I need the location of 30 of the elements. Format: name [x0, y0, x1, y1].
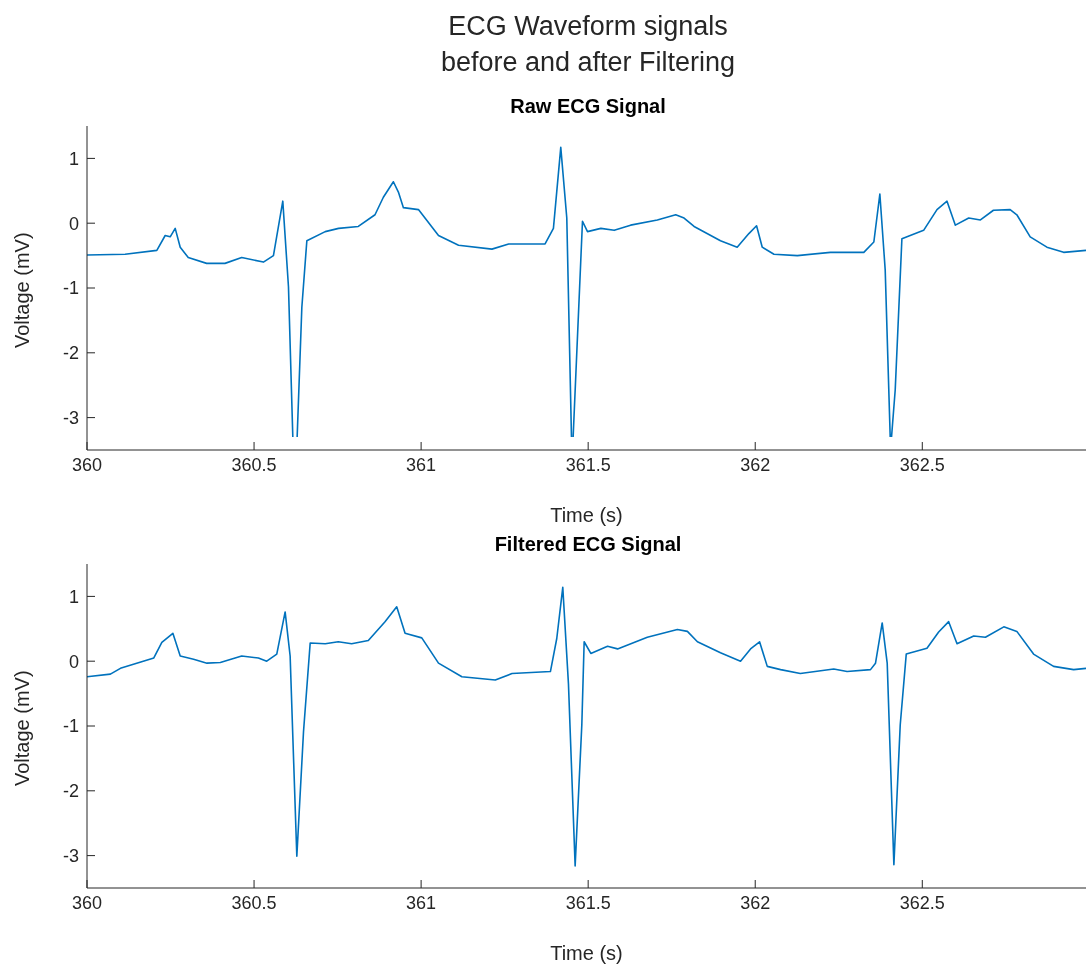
x-tick-label: 362 — [740, 892, 771, 913]
x-tick-label: 361 — [406, 892, 437, 913]
line-series — [87, 586, 1086, 867]
x-tick-label: 361 — [406, 454, 437, 475]
x-axis-title: Time (s) — [550, 942, 623, 964]
x-tick-label: 362.5 — [899, 454, 945, 475]
y-tick-label: 1 — [68, 586, 79, 607]
y-tick-label: -1 — [62, 716, 79, 737]
y-axis-title: Voltage (mV) — [11, 670, 34, 786]
x-tick-label: 362.5 — [899, 892, 945, 913]
text: ECG Waveform signals before and after Filtering — [439, 10, 737, 79]
y-tick-label: -2 — [62, 343, 79, 364]
x-tick-label: 360 — [71, 892, 103, 913]
x-tick-label: 361.5 — [565, 892, 611, 913]
y-tick-label: -2 — [62, 781, 79, 802]
y-tick-label: -3 — [62, 845, 79, 866]
x-tick-label: 360.5 — [231, 454, 277, 475]
y-axis-title: Voltage (mV) — [11, 232, 34, 348]
y-tick-label: 0 — [68, 213, 79, 234]
x-axis-title: Time (s) — [550, 504, 623, 526]
y-tick-label: -3 — [62, 407, 79, 428]
x-tick-label: 360 — [71, 454, 103, 475]
x-tick-label: 360.5 — [231, 892, 277, 913]
x-tick-label: 362 — [740, 454, 771, 475]
y-tick-label: 0 — [68, 651, 79, 672]
x-tick-label: 361.5 — [565, 454, 611, 475]
chart-title: Filtered ECG Signal — [493, 532, 683, 557]
chart-title: Raw ECG Signal — [509, 94, 667, 119]
y-tick-label: -1 — [62, 278, 79, 299]
y-tick-label: 1 — [68, 148, 79, 169]
